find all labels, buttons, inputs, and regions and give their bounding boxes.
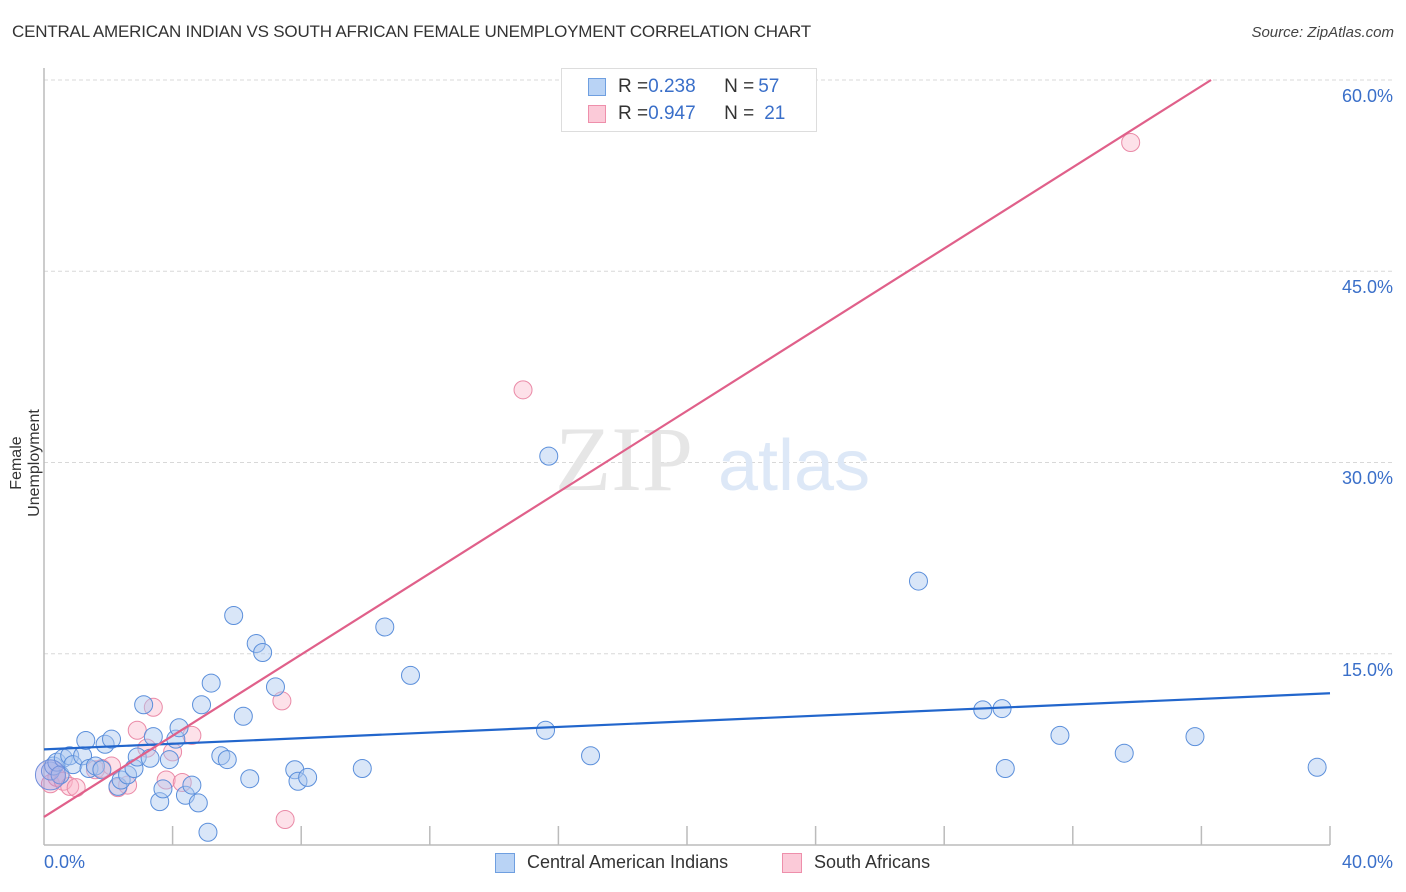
data-point (1050, 725, 1070, 745)
x-tick-0: 0.0% (44, 852, 86, 872)
data-point (352, 759, 372, 778)
data-point (908, 571, 928, 591)
stats-legend: R = 0.238 N = 57 R = 0.947 N = 21 (561, 68, 817, 132)
y-tick-60: 60.0% (1341, 86, 1393, 106)
data-point (288, 771, 308, 791)
data-point (1185, 727, 1205, 747)
data-point (1114, 743, 1134, 763)
pink-swatch-icon (588, 105, 606, 123)
data-point (401, 665, 421, 685)
data-point (159, 750, 179, 770)
trendline (43, 692, 1331, 751)
source-label: Source: ZipAtlas.com (1251, 24, 1394, 41)
data-point (95, 734, 115, 754)
watermark-zip: ZIP (555, 408, 693, 510)
data-point (224, 606, 244, 625)
central-american-indians-points (34, 446, 1327, 842)
r-value: 0.238 (648, 76, 696, 97)
data-point (375, 617, 395, 637)
watermark-atlas: atlas (718, 426, 870, 506)
data-point-cluster (34, 759, 66, 791)
data-point (150, 792, 170, 812)
data-point (1307, 757, 1327, 777)
y-tick-30: 30.0% (1341, 468, 1393, 488)
data-point (102, 729, 122, 749)
data-point (217, 750, 237, 770)
y-tick-45: 45.0% (1341, 277, 1393, 297)
data-point (127, 720, 147, 740)
blue-swatch-icon (588, 78, 606, 96)
data-point (581, 746, 601, 766)
blue-swatch-icon (495, 852, 515, 873)
n-value: 57 (758, 76, 780, 97)
data-point (169, 718, 189, 738)
data-point (265, 677, 285, 697)
n-value: 21 (764, 103, 786, 124)
data-point (118, 775, 138, 795)
data-point (198, 822, 218, 842)
data-point (253, 642, 273, 662)
legend-row-south-africans: R = 0.947 N = 21 (588, 103, 785, 125)
axes (43, 68, 1331, 846)
chart-title: CENTRAL AMERICAN INDIAN VS SOUTH AFRICAN… (12, 22, 811, 41)
data-point (201, 673, 221, 693)
legend-item-south-africans[interactable]: South Africans (782, 852, 930, 873)
trendlines (43, 79, 1331, 818)
legend-row-central-american-indians: R = 0.238 N = 57 (588, 76, 779, 98)
data-point (134, 695, 154, 715)
data-point (973, 700, 993, 720)
r-value: 0.947 (648, 103, 696, 124)
data-point (92, 760, 112, 780)
legend-item-central-american-indians[interactable]: Central American Indians (495, 852, 728, 873)
data-point (111, 770, 131, 790)
y-tick-15: 15.0% (1341, 660, 1393, 680)
data-point (192, 695, 212, 715)
data-point (76, 730, 96, 750)
data-point (1121, 132, 1141, 152)
data-point (140, 748, 160, 768)
data-point (298, 767, 318, 787)
data-point (233, 706, 253, 726)
data-point (272, 691, 292, 711)
data-point (182, 775, 202, 795)
pink-swatch-icon (782, 852, 802, 873)
gridlines (44, 79, 1392, 655)
data-point (275, 810, 295, 829)
x-tick-40: 40.0% (1341, 852, 1393, 872)
data-point (539, 446, 559, 466)
data-point (188, 793, 208, 813)
data-point (536, 720, 556, 740)
data-point (995, 759, 1015, 778)
trendline (43, 79, 1212, 818)
data-point (513, 380, 533, 400)
data-point (153, 779, 173, 799)
data-point (240, 769, 260, 789)
